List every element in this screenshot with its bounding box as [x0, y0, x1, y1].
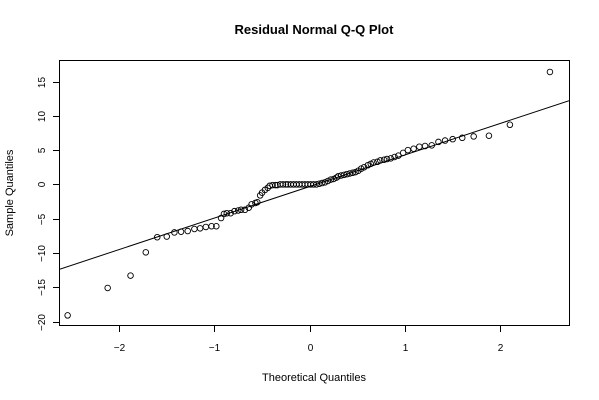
data-point — [435, 138, 442, 146]
reference-line — [60, 100, 569, 270]
data-point — [227, 209, 234, 217]
data-point — [104, 284, 111, 292]
y-tick-label: 0 — [37, 181, 48, 187]
data-point — [282, 181, 290, 188]
y-tick-label: −20 — [37, 314, 48, 331]
data-point — [272, 181, 279, 189]
data-point — [449, 135, 456, 143]
x-tick-label: 0 — [308, 343, 314, 354]
data-point — [506, 121, 514, 129]
data-point — [127, 272, 134, 279]
data-point — [399, 149, 407, 157]
data-points — [64, 68, 554, 319]
data-point — [264, 184, 272, 192]
data-point — [416, 143, 423, 150]
data-point — [380, 156, 388, 163]
data-point — [546, 68, 554, 76]
y-tick-label: −15 — [37, 279, 48, 296]
data-point — [64, 312, 71, 319]
data-point — [370, 159, 377, 166]
y-tick-label: −5 — [37, 213, 48, 225]
data-point — [404, 146, 412, 154]
data-point — [428, 142, 435, 149]
data-point — [410, 145, 417, 153]
data-point — [458, 134, 466, 142]
data-point — [202, 223, 210, 231]
x-tick-label: −2 — [114, 343, 126, 354]
x-tick-label: 1 — [403, 343, 409, 354]
chart-title: Residual Normal Q-Q Plot — [235, 22, 395, 37]
x-tick-label: −1 — [209, 343, 221, 354]
x-axis: −2 −1 0 1 2 — [114, 325, 504, 354]
data-point — [254, 199, 261, 206]
data-point — [327, 176, 334, 183]
y-axis: −20 −15 −10 −5 0 5 10 15 — [37, 77, 60, 331]
data-point — [153, 233, 161, 241]
data-point — [441, 137, 449, 144]
data-point — [485, 132, 493, 139]
data-point — [208, 223, 215, 230]
data-point — [241, 206, 249, 214]
data-point — [360, 164, 368, 171]
plot-frame — [59, 60, 570, 326]
data-point — [377, 157, 384, 164]
data-point — [163, 233, 171, 240]
data-point — [234, 207, 242, 214]
data-point — [395, 152, 402, 159]
data-point — [248, 201, 255, 208]
data-point — [269, 181, 276, 189]
data-point — [184, 227, 191, 235]
data-point — [391, 153, 398, 161]
data-point — [220, 210, 228, 218]
data-point — [421, 142, 429, 150]
y-axis-label: Sample Quantiles — [4, 149, 16, 236]
data-point — [383, 155, 391, 163]
y-tick-label: −10 — [37, 245, 48, 262]
x-tick-label: 2 — [498, 343, 504, 354]
y-tick-label: 15 — [37, 77, 48, 89]
data-point — [142, 249, 150, 256]
data-point — [231, 207, 238, 215]
data-point — [387, 155, 395, 162]
y-tick-label: 10 — [37, 111, 48, 123]
data-point — [191, 225, 198, 233]
data-point — [177, 228, 185, 235]
data-point — [223, 209, 231, 217]
data-point — [196, 225, 204, 232]
data-point — [171, 229, 178, 236]
data-point — [279, 181, 287, 188]
data-point — [237, 206, 245, 214]
data-point — [470, 133, 477, 140]
y-tick-label: 5 — [37, 147, 48, 153]
x-axis-label: Theoretical Quantiles — [262, 372, 366, 384]
data-point — [318, 179, 326, 187]
data-point — [349, 169, 356, 177]
data-point — [213, 223, 220, 230]
